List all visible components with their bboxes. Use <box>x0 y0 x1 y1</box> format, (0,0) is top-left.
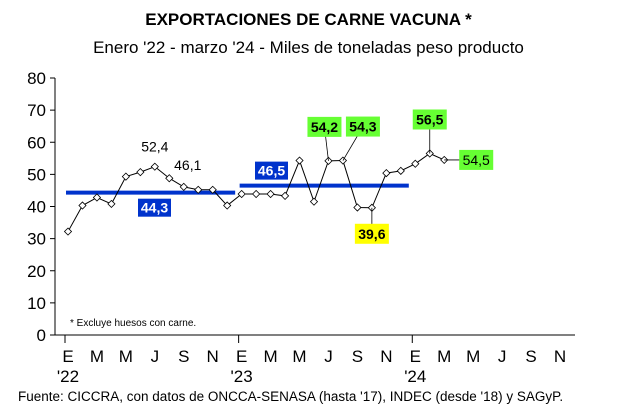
x-tick-label: M <box>263 347 277 366</box>
x-tick-label: J <box>151 347 160 366</box>
annotation-box <box>412 109 447 130</box>
y-tick-label: 0 <box>37 326 46 345</box>
year-label: '22 <box>57 367 79 386</box>
x-tick-label: E <box>236 347 247 366</box>
x-tick-label: S <box>352 347 363 366</box>
y-tick-label: 10 <box>27 294 46 313</box>
y-tick-label: 40 <box>27 198 46 217</box>
source-note: Fuente: CICCRA, con datos de ONCCA-SENAS… <box>18 389 564 404</box>
chart-title: EXPORTACIONES DE CARNE VACUNA * <box>145 10 472 29</box>
data-point <box>136 168 145 177</box>
y-tick-label: 50 <box>27 165 46 184</box>
annotation-label: 54,5 <box>463 152 490 168</box>
average-label: 46,5 <box>258 163 285 179</box>
year-label: '23 <box>231 367 253 386</box>
average-label-box <box>138 198 171 217</box>
year-label: '24 <box>404 367 426 386</box>
footnote: * Excluye huesos con carne. <box>70 318 196 329</box>
x-tick-label: S <box>525 347 536 366</box>
data-point <box>121 172 130 181</box>
y-tick-label: 60 <box>27 133 46 152</box>
average-label: 44,3 <box>141 200 168 216</box>
annotation-label: 52,4 <box>141 139 168 155</box>
y-tick-label: 20 <box>27 262 46 281</box>
data-point <box>266 189 275 199</box>
data-point <box>237 189 246 199</box>
annotation-box <box>307 116 342 137</box>
data-point <box>208 185 217 194</box>
data-point <box>295 156 304 165</box>
annotation-label: 54,3 <box>349 119 376 135</box>
x-tick-label: S <box>178 347 189 366</box>
data-point <box>194 185 203 194</box>
x-tick-label: E <box>62 347 73 366</box>
y-tick-label: 70 <box>27 101 46 120</box>
annotation-box <box>354 223 389 244</box>
annotation-label: 56,5 <box>416 111 443 127</box>
y-tick-label: 80 <box>27 69 46 88</box>
x-tick-label: N <box>554 347 566 366</box>
y-tick-label: 30 <box>27 230 46 249</box>
annotation-box <box>345 116 380 137</box>
x-tick-label: N <box>380 347 392 366</box>
x-tick-label: M <box>90 347 104 366</box>
x-tick-label: M <box>437 347 451 366</box>
data-point <box>411 159 420 168</box>
chart-subtitle: Enero '22 - marzo '24 - Miles de tonelad… <box>93 38 524 57</box>
data-point <box>179 182 188 192</box>
x-tick-label: M <box>292 347 306 366</box>
x-tick-label: J <box>324 347 333 366</box>
x-tick-label: J <box>498 347 507 366</box>
data-point <box>92 193 102 202</box>
annotation-label: 54,2 <box>311 119 338 135</box>
data-point <box>107 199 116 209</box>
annotation-label: 46,1 <box>174 157 201 173</box>
data-point <box>63 227 73 236</box>
data-point <box>252 189 261 199</box>
data-point <box>223 201 232 210</box>
data-point <box>353 203 362 212</box>
data-point <box>165 174 174 183</box>
average-label-box <box>255 161 288 180</box>
annotation-label: 39,6 <box>358 226 385 242</box>
data-point <box>396 166 405 175</box>
data-point <box>309 197 319 206</box>
x-tick-label: E <box>410 347 421 366</box>
annotation-box <box>459 149 494 170</box>
data-point <box>150 162 159 171</box>
x-tick-label: M <box>466 347 480 366</box>
data-point <box>382 168 391 178</box>
data-point <box>280 191 290 200</box>
x-tick-label: M <box>119 347 133 366</box>
data-point <box>78 201 87 210</box>
x-tick-label: N <box>207 347 219 366</box>
